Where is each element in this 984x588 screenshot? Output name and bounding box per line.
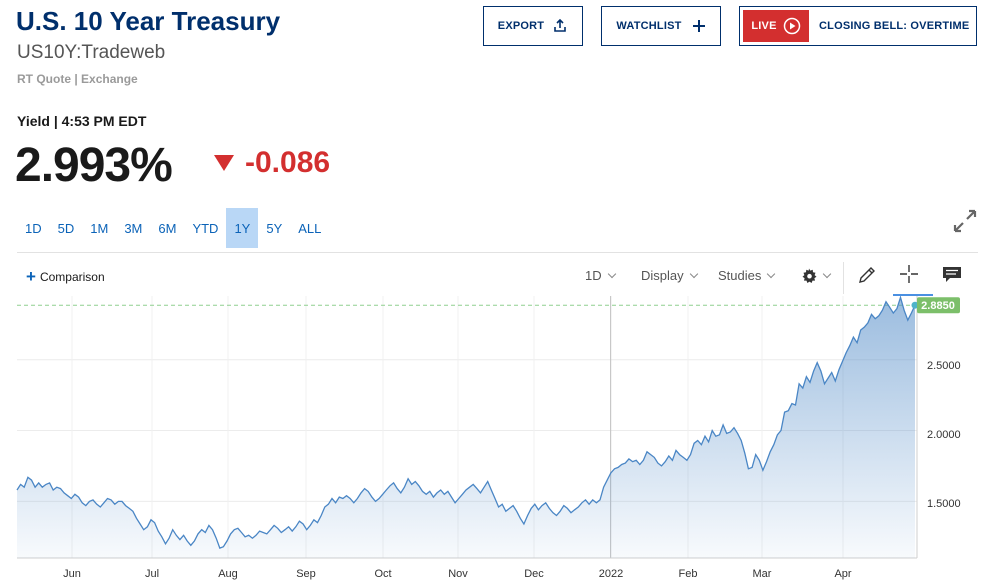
chevron-down-icon	[822, 269, 832, 279]
range-5d[interactable]: 5D	[57, 220, 75, 236]
range-3m[interactable]: 3M	[124, 220, 143, 236]
toolbar-separator	[843, 262, 844, 294]
live-stream-button[interactable]: LIVE CLOSING BELL: OVERTIME	[739, 6, 977, 46]
watchlist-button[interactable]: WATCHLIST	[601, 6, 721, 46]
expand-icon[interactable]	[952, 208, 978, 234]
range-selector: 1D 5D 1M 3M 6M YTD 1Y 5Y ALL	[17, 208, 329, 248]
export-label: EXPORT	[497, 20, 545, 32]
y-tick-label: 1.5000	[927, 498, 961, 510]
page-title: U.S. 10 Year Treasury	[16, 6, 281, 36]
x-tick-label: Apr	[834, 568, 851, 580]
x-tick-label: Nov	[448, 568, 468, 580]
quote-source-label: RT Quote | Exchange	[17, 72, 138, 86]
display-label: Display	[641, 268, 684, 283]
divider	[17, 252, 978, 253]
x-tick-label: Dec	[524, 568, 544, 580]
watchlist-label: WATCHLIST	[616, 20, 682, 32]
x-tick-label: Feb	[679, 568, 698, 580]
interval-label: 1D	[585, 268, 602, 283]
chevron-down-icon	[767, 269, 776, 278]
range-1d[interactable]: 1D	[25, 220, 42, 236]
gear-icon	[802, 268, 817, 283]
last-yield-value: 2.993%	[15, 139, 173, 192]
range-ytd[interactable]: YTD	[192, 220, 219, 236]
x-tick-label: 2022	[599, 568, 623, 580]
range-6m[interactable]: 6M	[158, 220, 177, 236]
x-tick-label: Mar	[753, 568, 772, 580]
chevron-down-icon	[607, 269, 616, 278]
change-value: -0.086	[245, 146, 331, 179]
plus-icon: +	[26, 267, 36, 286]
studies-label: Studies	[718, 268, 762, 283]
play-circle-icon	[783, 17, 800, 35]
range-all[interactable]: ALL	[298, 220, 322, 236]
symbol-label: US10Y:Tradeweb	[17, 42, 166, 63]
comparison-button[interactable]: + Comparison	[26, 267, 105, 286]
x-tick-label: Aug	[218, 568, 238, 580]
yield-time-label: Yield | 4:53 PM EDT	[17, 113, 147, 129]
x-tick-label: Sep	[296, 568, 316, 580]
settings-dropdown[interactable]	[801, 268, 832, 284]
range-1m[interactable]: 1M	[90, 220, 109, 236]
studies-dropdown[interactable]: Studies	[718, 268, 776, 283]
yield-area	[17, 297, 915, 558]
last-price-badge	[917, 297, 960, 314]
x-tick-label: Oct	[374, 568, 391, 580]
live-badge: LIVE	[743, 10, 809, 42]
live-label: LIVE	[751, 20, 777, 32]
price-chart[interactable]: 2.8850 2.5000 2.0000 1.5000 Jun Jul Aug …	[0, 296, 984, 588]
down-arrow-icon	[214, 155, 234, 171]
chevron-down-icon	[689, 269, 698, 278]
export-button[interactable]: EXPORT	[483, 6, 583, 46]
crosshair-icon[interactable]	[899, 264, 919, 284]
crosshair-active-indicator	[893, 294, 933, 296]
last-price-marker	[911, 301, 919, 309]
yield-line	[16, 296, 916, 549]
x-tick-label: Jul	[145, 568, 159, 580]
comparison-label: Comparison	[39, 270, 105, 284]
range-5y[interactable]: 5Y	[266, 220, 283, 236]
comment-icon[interactable]	[942, 266, 962, 284]
last-price-label: 2.8850	[921, 300, 955, 312]
range-1y[interactable]: 1Y	[226, 208, 259, 248]
draw-pencil-icon[interactable]	[857, 265, 877, 285]
live-show-label: CLOSING BELL: OVERTIME	[819, 20, 970, 32]
plus-icon	[692, 20, 705, 32]
share-icon	[554, 18, 567, 32]
y-tick-label: 2.0000	[927, 429, 961, 441]
x-tick-label: Jun	[63, 568, 81, 580]
display-dropdown[interactable]: Display	[641, 268, 698, 283]
y-tick-label: 2.5000	[927, 360, 961, 372]
interval-dropdown[interactable]: 1D	[585, 268, 616, 283]
year-divider-line	[610, 296, 612, 558]
